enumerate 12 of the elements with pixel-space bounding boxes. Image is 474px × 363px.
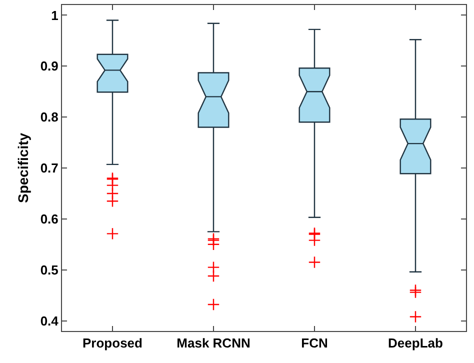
x-tick-label: Proposed <box>82 336 143 351</box>
y-tick-label: 0.8 <box>40 110 58 125</box>
y-tick-label: 0.5 <box>40 262 58 278</box>
y-tick-label: 0.4 <box>40 313 60 328</box>
x-tick-label: FCN <box>301 336 328 351</box>
x-tick-label: DeepLab <box>388 336 444 351</box>
y-tick-label: 1 <box>51 8 58 23</box>
y-tick-label: 0.7 <box>40 160 58 176</box>
x-tick-label: Mask RCNN <box>176 336 250 351</box>
y-tick-label: 0.6 <box>40 211 58 226</box>
y-axis-title: Specificity <box>14 132 31 204</box>
y-tick-label: 0.9 <box>40 58 58 74</box>
